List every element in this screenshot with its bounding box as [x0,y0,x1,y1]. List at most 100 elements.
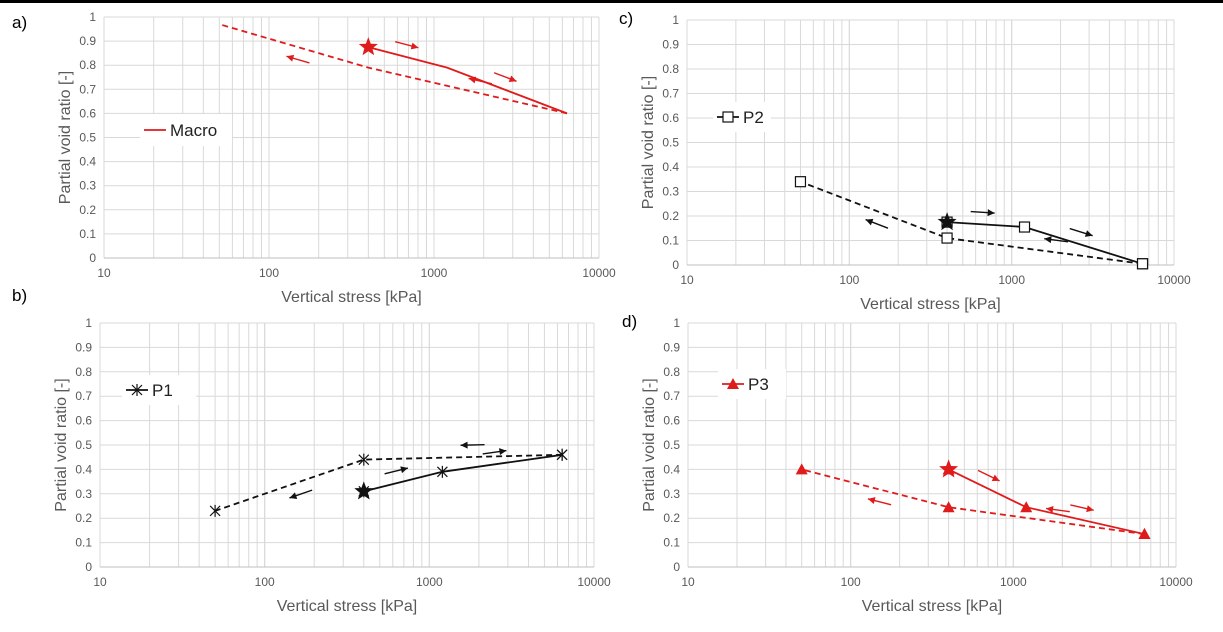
x-tick-label: 100 [841,575,861,589]
y-tick-label: 0.3 [75,487,92,501]
y-tick-label: 0 [85,560,92,574]
legend-marker-swatch [727,378,739,389]
legend-label: Macro [170,121,217,140]
y-tick-label: 1 [673,316,680,330]
y-tick-label: 0.8 [79,58,96,72]
gridlines [686,19,1175,266]
y-tick-label: 0.5 [79,131,96,145]
unloading-point [794,176,807,188]
unloading-direction-arrow [468,76,493,85]
y-tick-label: 0.1 [79,227,96,241]
initial-state-star [937,212,957,231]
y-tick-label: 0.9 [662,38,679,52]
y-tick-label: 0.9 [75,340,92,354]
y-tick-label: 0.1 [75,536,92,550]
y-tick-label: 0.8 [663,365,680,379]
chart-panel-a: 0 0.1 0.2 0.3 0.4 0.5 0.6 0.7 0.8 0.9 1 10 100 1000 10… [12,10,616,306]
legend: P1 [122,375,196,405]
initial-state-star [939,459,959,478]
legend: Macro [140,114,232,146]
loading-direction-arrow [977,469,1000,482]
y-tick-label: 0.5 [663,438,680,452]
loading-direction-arrow [384,466,409,475]
unloading-direction-arrow [1045,505,1070,513]
y-tick-label: 0.4 [79,155,96,169]
legend-label: P3 [748,375,769,394]
unloading-series-line [801,468,1145,535]
unloading-direction-arrow [289,489,313,499]
y-tick-label: 0 [673,560,680,574]
y-tick-label: 0 [89,251,96,265]
y-tick-label: 0.3 [663,487,680,501]
initial-state-star [354,481,374,500]
x-tick-label: 10000 [582,266,616,280]
unloading-direction-arrow [865,218,889,229]
unloading-point [358,453,370,466]
x-tick-label: 1000 [421,266,448,280]
y-tick-label: 0.4 [663,462,680,476]
y-axis-title: Partial void ratio [-] [53,378,70,511]
unloading-point [556,448,568,461]
y-tick-label: 0.9 [663,340,680,354]
loading-direction-arrow [394,41,419,50]
loading-direction-arrow [482,448,507,456]
unloading-direction-arrow [1044,236,1069,244]
initial-state-star [358,37,378,56]
y-tick-label: 1 [89,10,96,24]
y-tick-label: 0.6 [662,111,679,125]
top-rule [0,0,1223,3]
y-tick-label: 0.6 [75,414,92,428]
y-tick-label: 0.2 [79,203,96,217]
y-tick-label: 0.7 [662,87,679,101]
x-tick-label: 10 [681,575,695,589]
y-tick-label: 0.1 [663,536,680,550]
x-tick-label: 10 [680,273,694,287]
unloading-series-line [219,23,568,115]
y-axis-title: Partial void ratio [-] [640,76,657,209]
loading-series-line [948,468,1145,535]
panel-label: d) [622,312,637,331]
x-tick-label: 1000 [998,273,1025,287]
y-tick-label: 0.2 [663,511,680,525]
y-tick-label: 0.4 [75,462,92,476]
unloading-direction-arrow [867,497,892,506]
x-axis-title: Vertical stress [kPa] [281,289,422,306]
chart-panel-d: 0 0.1 0.2 0.3 0.4 0.5 0.6 0.7 0.8 0.9 1 10 100 1000 10… [622,312,1193,615]
x-tick-label: 10000 [1159,575,1193,589]
y-tick-label: 1 [85,316,92,330]
y-axis-title: Partial void ratio [-] [641,378,658,511]
x-tick-label: 10000 [1157,273,1191,287]
x-tick-label: 1000 [1000,575,1027,589]
x-tick-label: 10 [93,575,107,589]
gridlines [99,322,595,568]
y-tick-label: 0.2 [662,209,679,223]
unloading-series-line [214,453,563,512]
loading-series-line [363,453,563,493]
x-tick-label: 100 [255,575,275,589]
loading-direction-arrow [493,72,517,83]
unloading-point [941,232,953,244]
unloading-direction-arrow [286,54,310,64]
legend: P3 [718,369,786,399]
y-tick-label: 0.7 [663,389,680,403]
y-axis-title: Partial void ratio [-] [57,71,74,204]
unloading-point [942,501,955,513]
loading-direction-arrow [1069,227,1093,237]
x-axis-title: Vertical stress [kPa] [277,598,418,615]
y-tick-label: 0.8 [75,365,92,379]
y-tick-label: 0.3 [79,179,96,193]
x-tick-label: 100 [259,266,279,280]
unloading-point [1138,528,1151,540]
loading-point [436,465,448,478]
panel-label: c) [619,9,633,28]
chart-panel-b: 0 0.1 0.2 0.3 0.4 0.5 0.6 0.7 0.8 0.9 1 10 100 1000 10… [12,286,611,615]
loading-direction-arrow [970,209,995,217]
y-tick-label: 0.1 [662,234,679,248]
y-tick-label: 0.4 [662,160,679,174]
gridlines [687,322,1177,568]
y-tick-label: 0.7 [79,82,96,96]
y-tick-label: 0.3 [662,185,679,199]
loading-series-line [947,221,1143,265]
loading-series-line [368,46,568,115]
